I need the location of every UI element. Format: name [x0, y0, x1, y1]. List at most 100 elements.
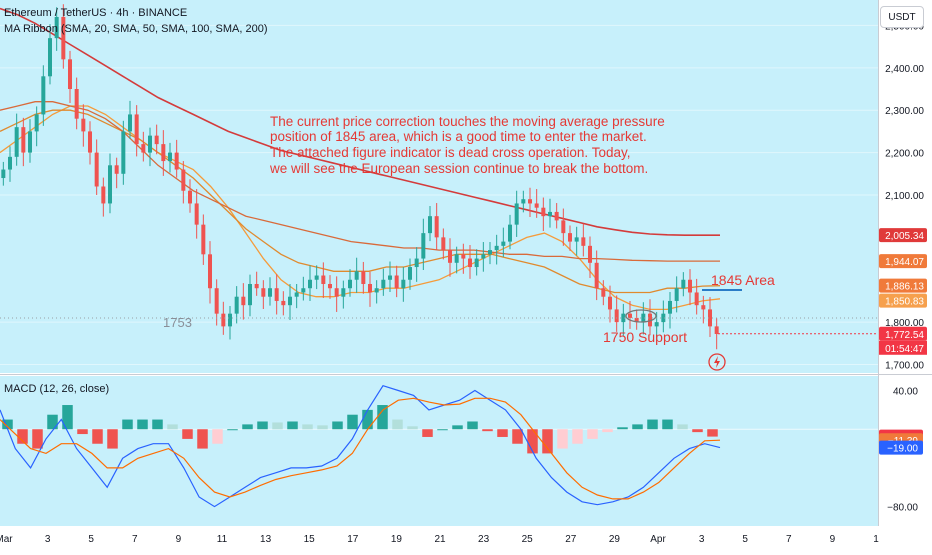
- annotation-line-3: The attached figure indicator is dead cr…: [270, 145, 630, 160]
- candle-body: [108, 165, 112, 204]
- candle-body: [301, 288, 306, 293]
- candle-body: [168, 152, 172, 162]
- macd-histogram-bar: [422, 429, 433, 437]
- macd-histogram-bar: [647, 419, 658, 430]
- price-pane-bg: [0, 0, 878, 373]
- level-1753-group: 1753: [0, 315, 878, 330]
- candle: [694, 278, 699, 315]
- candle: [161, 130, 166, 176]
- candle-body: [268, 288, 272, 297]
- candle-body: [81, 118, 86, 132]
- candle: [708, 297, 712, 337]
- macd-histogram-bar: [92, 429, 103, 444]
- candle: [1, 161, 6, 186]
- macd-histogram-bar: [662, 419, 673, 430]
- candle-body: [281, 300, 286, 306]
- candle: [448, 238, 452, 277]
- macd-histogram-bar: [257, 421, 268, 430]
- candle: [201, 214, 206, 265]
- price-tag-label: 1,944.07: [885, 257, 924, 268]
- candle-body: [561, 220, 566, 234]
- candle-body: [481, 254, 486, 259]
- candle-body: [34, 114, 39, 132]
- candle-body: [674, 288, 679, 301]
- candle-body: [14, 127, 19, 157]
- candle: [114, 157, 119, 189]
- candle: [521, 190, 526, 213]
- price-tag-bg: [879, 228, 927, 243]
- analysis-annotation: The current price correction touches the…: [269, 114, 665, 176]
- candle: [594, 250, 599, 301]
- candle-body: [394, 275, 399, 289]
- candle-body: [554, 211, 559, 221]
- candle-body: [134, 114, 139, 145]
- alert-icon[interactable]: [708, 353, 726, 371]
- candle: [481, 242, 486, 272]
- candle-body: [508, 224, 512, 242]
- macd-histogram-bar: [287, 421, 298, 430]
- macd-histogram-bar: [152, 419, 163, 430]
- candle: [128, 100, 132, 140]
- candle-body: [628, 313, 632, 318]
- macd-tag-label: −19.00: [887, 444, 918, 455]
- currency-button[interactable]: USDT: [880, 6, 924, 28]
- candle-body: [548, 211, 552, 217]
- macd-histogram-bar: [47, 414, 58, 430]
- candle-body: [174, 152, 179, 170]
- candle: [148, 127, 152, 167]
- candle-body: [128, 114, 132, 132]
- macd-title[interactable]: MACD (12, 26, close): [4, 383, 110, 395]
- candle: [581, 223, 586, 257]
- candle-body: [341, 288, 346, 297]
- candle: [88, 121, 92, 165]
- candle: [494, 234, 499, 265]
- price-tag: 1,772.54: [879, 326, 927, 341]
- candle-body: [461, 254, 466, 259]
- candle: [401, 267, 406, 302]
- candle-body: [641, 313, 646, 323]
- support-ellipse: [625, 309, 657, 323]
- candle-body: [348, 279, 352, 289]
- candle: [601, 280, 606, 306]
- price-tag: 1,944.07: [879, 254, 927, 268]
- candle-body: [194, 203, 199, 225]
- candle: [414, 247, 419, 282]
- candle: [321, 262, 326, 298]
- candle: [454, 246, 459, 274]
- candle-body: [521, 199, 526, 204]
- candle: [248, 274, 252, 317]
- area-label-group: 1845 Area: [702, 272, 775, 291]
- candle: [81, 104, 86, 147]
- candle: [441, 228, 446, 260]
- candle-body: [308, 279, 312, 289]
- candle: [668, 292, 672, 329]
- candle-body: [354, 271, 359, 280]
- candle-body: [401, 279, 406, 289]
- price-axis-label: 2,200.00: [885, 149, 924, 160]
- time-axis-label: 13: [260, 534, 272, 545]
- candle: [421, 218, 426, 271]
- price-tag-bg: [879, 278, 927, 293]
- candle: [368, 271, 372, 307]
- candle: [354, 257, 359, 293]
- candle-body: [274, 288, 279, 301]
- candle: [348, 269, 352, 297]
- candle: [488, 242, 492, 265]
- candle-body: [334, 288, 339, 297]
- time-axis-label: 5: [742, 534, 748, 545]
- annotation-line-1: The current price correction touches the…: [270, 114, 665, 129]
- candle-body: [408, 267, 412, 280]
- candle-body: [701, 305, 706, 310]
- candle-body: [234, 296, 239, 314]
- candle-body: [474, 258, 479, 268]
- candle-body: [314, 275, 319, 280]
- candle-body: [448, 250, 452, 263]
- indicator-title[interactable]: MA Ribbon (SMA, 20, SMA, 50, SMA, 100, S…: [4, 23, 268, 35]
- candle-body: [601, 288, 606, 297]
- support-label: 1750 Support: [603, 329, 687, 345]
- candle-body: [21, 127, 26, 153]
- candle: [508, 214, 512, 250]
- price-tag-label: 1,850.83: [885, 297, 924, 308]
